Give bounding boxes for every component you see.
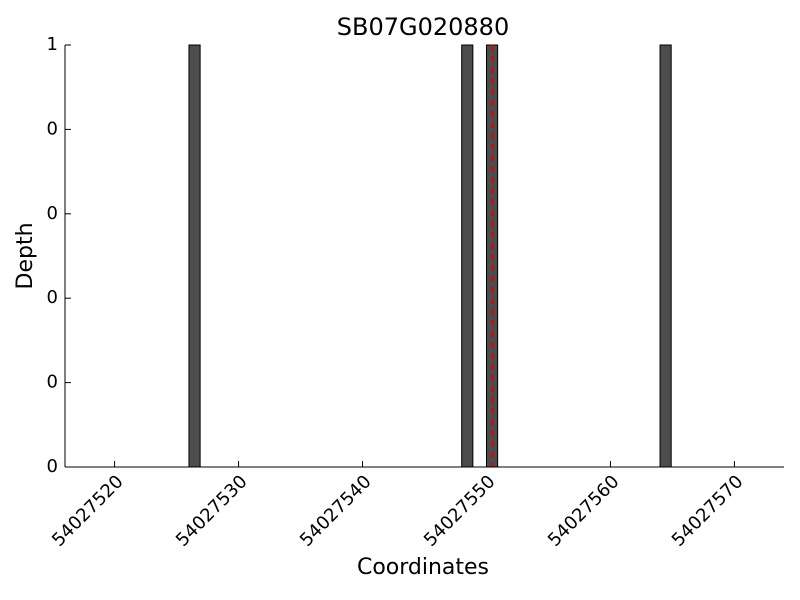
x-axis-label: Coordinates xyxy=(357,555,489,580)
y-axis-label: Depth xyxy=(13,222,38,289)
y-tick-label: 0 xyxy=(47,372,58,393)
y-tick-label: 0 xyxy=(47,456,58,477)
bar xyxy=(188,44,201,468)
x-tick-label: 54027550 xyxy=(420,471,500,551)
bar xyxy=(461,44,474,468)
x-tick-label: 54027520 xyxy=(48,471,128,551)
y-tick-label: 0 xyxy=(47,287,58,308)
x-tick-label: 54027530 xyxy=(172,471,252,551)
x-tick-label: 54027570 xyxy=(668,471,748,551)
bar xyxy=(659,44,672,468)
y-tick-label: 0 xyxy=(47,203,58,224)
x-tick-label: 54027540 xyxy=(296,471,376,551)
y-tick-label: 1 xyxy=(47,34,58,55)
y-tick-label: 0 xyxy=(47,118,58,139)
x-tick-label: 54027560 xyxy=(544,471,624,551)
chart-title: SB07G020880 xyxy=(337,13,509,41)
